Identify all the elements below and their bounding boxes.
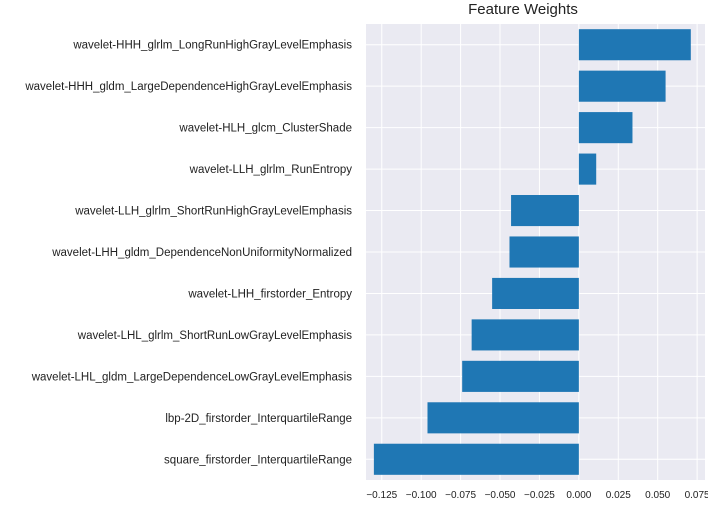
bar [509, 236, 579, 268]
bar [578, 153, 597, 185]
bar [492, 277, 579, 309]
category-label: wavelet-HHH_gldm_LargeDependenceHighGray… [24, 81, 352, 93]
x-tick-label: 0.025 [606, 490, 631, 501]
bar [578, 112, 633, 144]
bars [373, 29, 691, 475]
x-tick-label: −0.050 [485, 490, 516, 501]
category-label: wavelet-LHH_gldm_DependenceNonUniformity… [51, 247, 352, 259]
bar [578, 70, 666, 102]
bar [462, 360, 579, 392]
category-label: wavelet-LLH_glrlm_ShortRunHighGrayLevelE… [74, 206, 352, 218]
x-tick-label: 0.075 [685, 490, 708, 501]
bar [578, 29, 691, 61]
x-tick-label: 0.050 [645, 490, 670, 501]
category-labels: wavelet-HHH_glrlm_LongRunHighGrayLevelEm… [24, 40, 352, 467]
category-label: lbp-2D_firstorder_InterquartileRange [165, 413, 352, 425]
chart-title: Feature Weights [468, 1, 578, 18]
category-label: wavelet-LHL_glrlm_ShortRunLowGrayLevelEm… [77, 330, 352, 342]
bar [373, 443, 579, 475]
x-axis-ticks: −0.125 −0.100 −0.075 −0.050 −0.025 0.000 0.025… [366, 490, 708, 501]
category-label: wavelet-LHL_gldm_LargeDependenceLowGrayL… [31, 371, 353, 383]
bar [471, 319, 579, 351]
category-label: wavelet-LLH_glrlm_RunEntropy [189, 164, 353, 176]
category-label: wavelet-HHH_glrlm_LongRunHighGrayLevelEm… [72, 40, 352, 52]
x-tick-label: −0.075 [445, 490, 476, 501]
bar [427, 402, 579, 434]
bar [511, 195, 579, 227]
x-tick-label: 0.000 [566, 490, 591, 501]
x-tick-label: −0.100 [406, 490, 437, 501]
category-label: wavelet-LHH_firstorder_Entropy [187, 288, 352, 300]
x-tick-label: −0.125 [366, 490, 397, 501]
x-tick-label: −0.025 [524, 490, 555, 501]
category-label: wavelet-HLH_glcm_ClusterShade [178, 123, 352, 135]
category-label: square_firstorder_InterquartileRange [164, 454, 352, 466]
